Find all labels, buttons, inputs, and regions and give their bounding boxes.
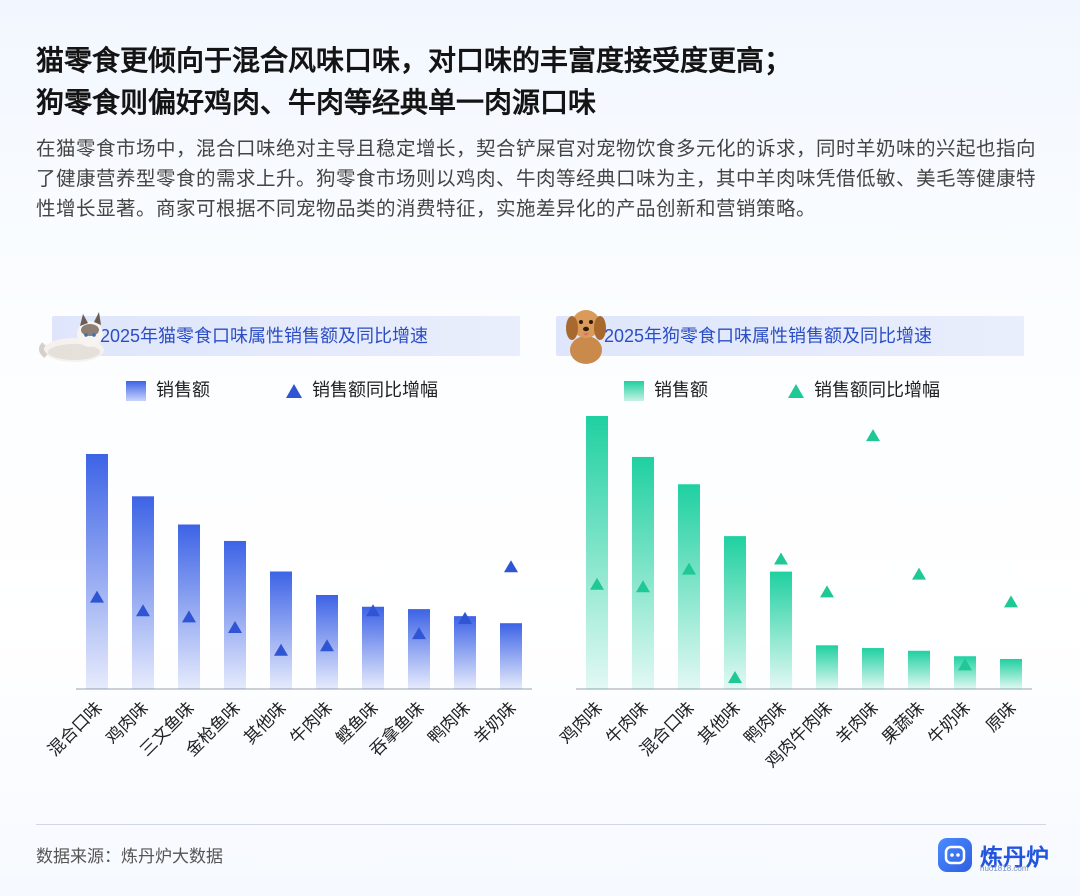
- dog-bar: [816, 645, 838, 689]
- data-source: 数据来源：炼丹炉大数据: [36, 847, 223, 866]
- logo-icon: [938, 838, 972, 872]
- dog-legend-bar-swatch: [624, 381, 644, 402]
- dog-bar: [908, 650, 930, 689]
- dog-bar: [770, 571, 792, 689]
- cat-bar: [270, 571, 292, 689]
- dog-growth-marker: [590, 577, 604, 590]
- dog-bar: [632, 456, 654, 689]
- cat-bar: [408, 609, 430, 689]
- dog-growth-marker: [636, 580, 650, 593]
- dog-category-label: 牛奶味: [924, 698, 973, 747]
- dog-category-label: 羊肉味: [832, 698, 881, 747]
- cat-growth-marker: [136, 604, 150, 617]
- dog-bar: [724, 536, 746, 689]
- cat-legend-sales-label: 销售额: [156, 380, 210, 400]
- dog-bar: [586, 416, 608, 689]
- dog-legend-triangle-icon: [788, 384, 804, 399]
- logo-text: 炼丹炉: [980, 844, 1049, 870]
- cat-legend-sales: 销售额: [126, 376, 210, 404]
- cat-growth-marker: [182, 610, 196, 623]
- cat-legend-growth: 销售额同比增幅: [286, 376, 438, 404]
- logo-url: huo1818.com: [980, 864, 1029, 873]
- cat-growth-marker: [228, 621, 242, 633]
- page-title: 猫零食更倾向于混合风味口味，对口味的丰富度接受度更高； 狗零食则偏好鸡肉、牛肉等…: [36, 40, 1046, 124]
- cat-legend-triangle-icon: [286, 384, 302, 399]
- cat-growth-marker: [320, 639, 334, 652]
- cat-bar: [362, 606, 384, 689]
- cat-bar: [178, 524, 200, 689]
- dog-category-label: 果蔬味: [878, 698, 927, 747]
- dog-category-label: 原味: [982, 698, 1019, 735]
- dog-bar: [954, 656, 976, 689]
- dog-bar: [678, 484, 700, 689]
- cat-bar: [224, 540, 246, 689]
- cat-category-label: 鸭肉味: [424, 698, 473, 747]
- cat-bar: [132, 496, 154, 689]
- cat-legend-growth-label: 销售额同比增幅: [312, 380, 438, 400]
- dog-growth-marker: [774, 552, 788, 565]
- dog-growth-marker: [682, 562, 696, 575]
- dog-growth-marker: [912, 567, 926, 580]
- dog-growth-marker: [728, 671, 742, 683]
- cat-growth-marker: [274, 643, 288, 656]
- title-line-2: 狗零食则偏好鸡肉、牛肉等经典单一肉源口味: [36, 87, 597, 118]
- dog-chart-title: 2025年狗零食口味属性销售额及同比增速: [604, 326, 933, 346]
- dog-legend-growth-label: 销售额同比增幅: [814, 380, 940, 400]
- dog-icon: [566, 310, 606, 364]
- cat-chart-title-bar: 2025年猫零食口味属性销售额及同比增速: [52, 316, 520, 356]
- dog-category-label: 鸡肉味: [556, 698, 605, 747]
- cat-growth-marker: [412, 627, 426, 640]
- title-line-1: 猫零食更倾向于混合风味口味，对口味的丰富度接受度更高；: [36, 45, 793, 76]
- dog-growth-marker: [820, 585, 834, 598]
- dog-bar: [862, 648, 884, 689]
- cat-bar: [500, 623, 522, 689]
- cat-category-label: 羊奶味: [470, 698, 519, 747]
- dog-legend-sales-label: 销售额: [654, 380, 708, 400]
- cat-legend: 销售额 销售额同比增幅: [126, 376, 506, 404]
- dog-category-label: 其他味: [694, 698, 743, 747]
- cat-growth-marker: [504, 560, 518, 573]
- dog-growth-marker: [958, 658, 972, 671]
- footer-divider: [36, 824, 1046, 825]
- cat-bar: [454, 616, 476, 689]
- cat-legend-bar-swatch: [126, 381, 146, 402]
- description: 在猫零食市场中，混合口味绝对主导且稳定增长，契合铲屎官对宠物饮食多元化的诉求，同…: [36, 138, 1037, 220]
- cat-growth-marker: [458, 611, 472, 624]
- dog-chart-title-bar: 2025年狗零食口味属性销售额及同比增速: [556, 316, 1024, 356]
- dog-bar: [1000, 658, 1022, 689]
- cat-bar: [86, 454, 108, 689]
- dog-legend-sales: 销售额: [624, 376, 708, 404]
- dog-legend: 销售额 销售额同比增幅: [624, 376, 1004, 404]
- dog-legend-growth: 销售额同比增幅: [788, 376, 940, 404]
- cat-category-label: 牛肉味: [286, 698, 335, 747]
- cat-growth-marker: [90, 590, 104, 603]
- dog-growth-marker: [1004, 595, 1018, 608]
- dog-growth-marker: [866, 429, 880, 442]
- cat-category-label: 混合口味: [44, 698, 106, 760]
- cat-category-label: 其他味: [240, 698, 289, 747]
- cat-icon: [38, 312, 104, 362]
- cat-chart-title: 2025年猫零食口味属性销售额及同比增速: [100, 326, 429, 346]
- cat-growth-marker: [366, 604, 380, 617]
